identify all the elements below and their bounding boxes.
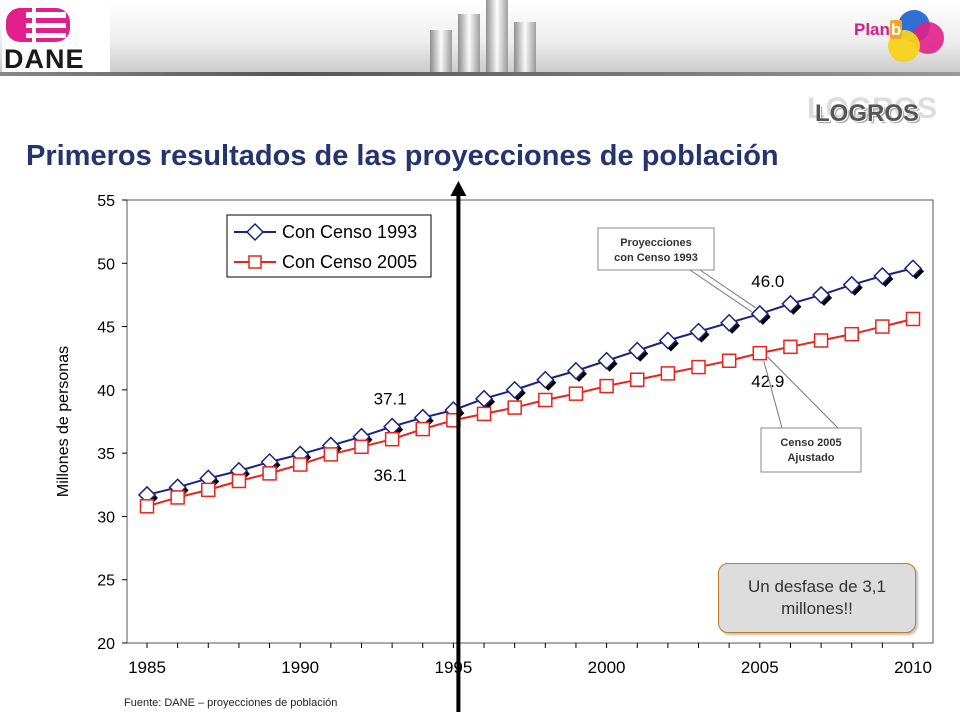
data-point-1993	[812, 285, 831, 304]
gap-callout: Un desfase de 3,1 millones!!	[718, 563, 916, 633]
plan-suffix: b	[889, 20, 903, 39]
data-point-2005	[231, 473, 247, 489]
data-point-2005	[629, 372, 645, 387]
data-point-1993	[689, 322, 708, 341]
data-point-2005	[905, 311, 921, 327]
dane-logo-icon	[2, 2, 110, 72]
data-point-1993	[781, 294, 800, 313]
y-tick-label: 45	[97, 320, 115, 337]
section-label-shadow: LOGROS	[807, 92, 938, 125]
value-annotation: 37.1	[374, 390, 407, 409]
data-point-2005	[721, 353, 737, 368]
data-point-1993	[903, 259, 923, 278]
slide-title: Primeros resultados de las proyecciones …	[26, 140, 779, 172]
leader-line-2005-a	[763, 361, 783, 429]
data-point-1993	[628, 341, 647, 360]
data-point-2005	[201, 482, 216, 498]
y-axis-label: Millones de personas	[55, 346, 72, 497]
data-point-2005	[844, 326, 859, 342]
leader-line-1993-b	[689, 269, 753, 313]
data-point-1993	[720, 313, 739, 332]
data-point-2005	[568, 386, 584, 401]
x-tick-label: 1985	[128, 658, 166, 677]
y-tick-label: 35	[97, 446, 115, 463]
label-box-1993-text: con Censo 1993	[614, 252, 698, 264]
y-tick-label: 20	[97, 636, 115, 653]
section-label: LOGROS	[815, 100, 920, 127]
label-box-1993	[597, 227, 715, 271]
y-tick-label: 25	[97, 573, 115, 590]
legend-label-1993: Con Censo 1993	[282, 222, 417, 242]
data-point-1993	[750, 304, 769, 323]
data-point-2005	[599, 378, 614, 394]
value-annotation: 42.9	[751, 372, 784, 391]
legend-label-2005: Con Censo 2005	[282, 252, 417, 272]
data-point-2005	[691, 359, 706, 375]
data-point-2005	[783, 339, 798, 355]
data-point-1993	[842, 275, 861, 294]
header-divider	[0, 72, 960, 76]
plan-prefix: Plan	[854, 20, 890, 39]
plan-b-label: Planb	[854, 20, 903, 40]
data-point-2005	[262, 466, 277, 481]
y-tick-label: 50	[97, 256, 115, 273]
data-point-2005	[384, 431, 400, 447]
data-point-2005	[354, 439, 369, 455]
y-tick-label: 40	[97, 383, 115, 400]
x-tick-label: 2000	[588, 658, 626, 677]
data-point-2005	[875, 319, 890, 334]
data-point-2005	[292, 457, 308, 472]
source-note: Fuente: DANE – proyecciones de población	[124, 697, 338, 709]
leader-line-2005-b	[767, 356, 839, 429]
x-tick-label: 1990	[281, 658, 319, 677]
vertical-arrow-head	[450, 181, 467, 196]
label-box-2005-text: Ajustado	[787, 452, 834, 464]
x-tick-label: 2010	[894, 658, 932, 677]
legend-box	[226, 214, 432, 278]
value-annotation: 36.1	[374, 466, 407, 485]
data-point-1993	[566, 361, 586, 380]
data-point-1993	[658, 331, 677, 350]
x-tick-label: 2005	[741, 658, 779, 677]
data-point-2005	[538, 392, 553, 408]
y-tick-label: 55	[97, 193, 115, 210]
data-point-2005	[507, 400, 522, 415]
data-point-1993	[873, 266, 892, 286]
data-point-2005	[170, 490, 185, 505]
data-point-1993	[597, 351, 616, 370]
label-box-2005	[760, 427, 862, 473]
legend-marker-2005	[248, 255, 262, 269]
data-point-2005	[139, 499, 155, 514]
x-tick-label: 1995	[434, 658, 472, 677]
data-point-2005	[476, 406, 492, 422]
data-point-2005	[415, 421, 431, 437]
bar-graph-decoration-icon	[430, 0, 536, 72]
label-box-1993-text: Proyecciones	[620, 237, 692, 249]
logo-text: DANE	[4, 44, 85, 74]
data-point-2005	[752, 345, 768, 361]
leader-line-1993-a	[699, 269, 757, 309]
value-annotation: 46.0	[751, 272, 784, 291]
label-box-2005-text: Censo 2005	[780, 437, 841, 449]
data-point-2005	[813, 333, 829, 348]
gap-callout-text: Un desfase de 3,1 millones!!	[748, 577, 886, 618]
data-point-2005	[660, 366, 676, 381]
data-point-1993	[505, 380, 524, 399]
y-tick-label: 30	[97, 509, 115, 526]
legend-marker-1993	[245, 222, 265, 242]
data-point-1993	[536, 370, 555, 389]
data-point-2005	[323, 447, 339, 462]
